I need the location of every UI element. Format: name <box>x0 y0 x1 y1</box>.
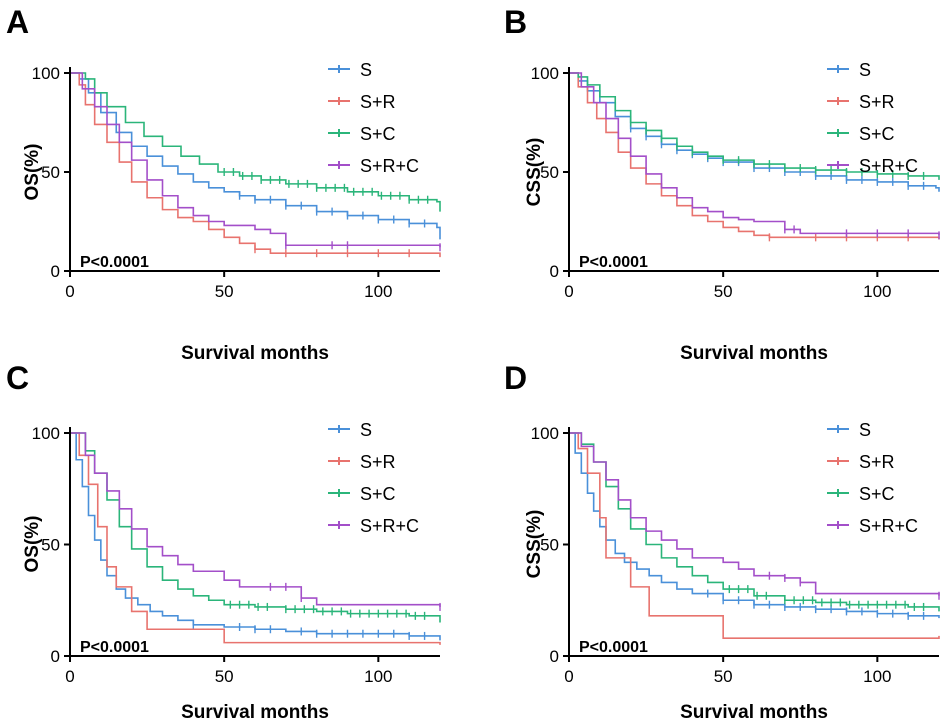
legend: S S+R S+C S+R+C <box>328 60 419 176</box>
x-tick-label: 0 <box>65 282 74 301</box>
legend-item: S <box>328 420 372 440</box>
y-tick-label: 50 <box>41 163 60 182</box>
legend-item: S+R+C <box>328 516 419 536</box>
y-axis-label: OS(%) <box>22 144 43 201</box>
curves-group <box>70 432 441 645</box>
km-curve-s-plus-r <box>569 72 940 240</box>
p-value-label: P<0.0001 <box>579 254 648 271</box>
x-axis-label: Survival months <box>181 702 329 721</box>
x-tick-label: 100 <box>863 667 891 686</box>
legend-label: S+C <box>360 484 396 504</box>
axes-group: 0 50 100 0 50 100 <box>531 424 939 686</box>
legend-item: S+C <box>328 124 396 144</box>
x-tick-label: 100 <box>863 282 891 301</box>
x-tick-label: 0 <box>564 282 573 301</box>
curves-group <box>569 432 940 639</box>
legend: S S+R S+C S+R+C <box>328 420 419 536</box>
legend-label: S+R <box>859 92 895 112</box>
axes-group: 0 50 100 0 50 100 <box>32 64 440 301</box>
legend: S S+R S+C S+R+C <box>827 60 918 176</box>
legend-label: S <box>360 420 372 440</box>
x-tick-label: 100 <box>364 282 392 301</box>
km-curve-s-plus-r-plus-c <box>70 72 441 248</box>
y-tick-label: 100 <box>32 64 60 83</box>
p-value-label: P<0.0001 <box>579 639 648 656</box>
y-tick-label: 50 <box>41 536 60 555</box>
legend-label: S+C <box>859 124 895 144</box>
legend-item: S+R <box>827 452 895 472</box>
legend: S S+R S+C S+R+C <box>827 420 918 536</box>
legend-label: S+R+C <box>859 516 918 536</box>
legend-item: S+R <box>827 92 895 112</box>
y-axis-label: CSS(%) <box>524 510 545 579</box>
y-axis-label: OS(%) <box>22 516 43 573</box>
legend-item: S+C <box>827 124 895 144</box>
legend-label: S+R <box>360 92 396 112</box>
legend-item: S+R+C <box>827 156 918 176</box>
x-tick-label: 50 <box>714 667 733 686</box>
x-axis-label: Survival months <box>181 343 329 364</box>
legend-item: S+R+C <box>827 516 918 536</box>
y-tick-label: 0 <box>550 647 559 666</box>
panel-c: C OS(%) Survival months P<0.0001 0501000… <box>6 360 441 721</box>
legend-label: S+R+C <box>360 156 419 176</box>
km-curve-s-plus-r <box>70 432 441 645</box>
km-curve-s-plus-c <box>569 72 940 180</box>
legend-label: S <box>360 60 372 80</box>
panel-b: B CSS(%) Survival months P<0.0001 0 50 100… <box>504 4 940 364</box>
y-tick-label: 100 <box>531 424 559 443</box>
y-tick-label: 50 <box>540 536 559 555</box>
x-tick-label: 0 <box>564 667 573 686</box>
panel-letter: A <box>6 4 29 40</box>
axes-group: 0 50 100 0 50 100 <box>32 424 440 686</box>
x-tick-label: 50 <box>215 282 234 301</box>
km-curve-s-plus-r <box>569 432 940 639</box>
curves-group <box>70 72 441 258</box>
y-tick-label: 0 <box>51 262 60 281</box>
panel-a: A OS(%) Survival months P<0.0001 0501000… <box>6 4 441 364</box>
legend-item: S <box>827 60 871 80</box>
axes-group: 0 50 100 0 50 100 <box>531 64 939 301</box>
legend-label: S <box>859 60 871 80</box>
p-value-label: P<0.0001 <box>80 639 149 656</box>
x-tick-label: 100 <box>364 667 392 686</box>
x-tick-label: 50 <box>714 282 733 301</box>
panel-letter: C <box>6 360 29 396</box>
x-tick-label: 0 <box>65 667 74 686</box>
km-curve-s-plus-c <box>569 432 940 612</box>
x-axis-label: Survival months <box>680 343 828 364</box>
legend-label: S+C <box>360 124 396 144</box>
legend-item: S+R <box>328 92 396 112</box>
legend-label: S <box>859 420 871 440</box>
x-tick-label: 50 <box>215 667 234 686</box>
legend-label: S+C <box>859 484 895 504</box>
legend-item: S+C <box>328 484 396 504</box>
panel-letter: B <box>504 4 527 40</box>
panel-letter: D <box>504 360 527 396</box>
legend-label: S+R+C <box>360 516 419 536</box>
x-axis-label: Survival months <box>680 702 828 721</box>
legend-item: S+R <box>328 452 396 472</box>
panel-d: D CSS(%) Survival months P<0.0001 0 50 100… <box>504 360 940 721</box>
curves-group <box>569 72 940 242</box>
y-tick-label: 100 <box>531 64 559 83</box>
y-tick-label: 0 <box>51 647 60 666</box>
y-tick-label: 50 <box>540 163 559 182</box>
legend-item: S+R+C <box>328 156 419 176</box>
km-curve-s-plus-r <box>70 72 441 258</box>
y-tick-label: 0 <box>550 262 559 281</box>
y-tick-label: 100 <box>32 424 60 443</box>
km-curve-s <box>70 432 441 641</box>
legend-item: S <box>328 60 372 80</box>
legend-label: S+R+C <box>859 156 918 176</box>
km-curve-s-plus-c <box>70 432 441 623</box>
p-value-label: P<0.0001 <box>80 254 149 271</box>
legend-item: S <box>827 420 871 440</box>
y-axis-label: CSS(%) <box>524 138 545 207</box>
legend-label: S+R <box>360 452 396 472</box>
legend-label: S+R <box>859 452 895 472</box>
legend-item: S+C <box>827 484 895 504</box>
